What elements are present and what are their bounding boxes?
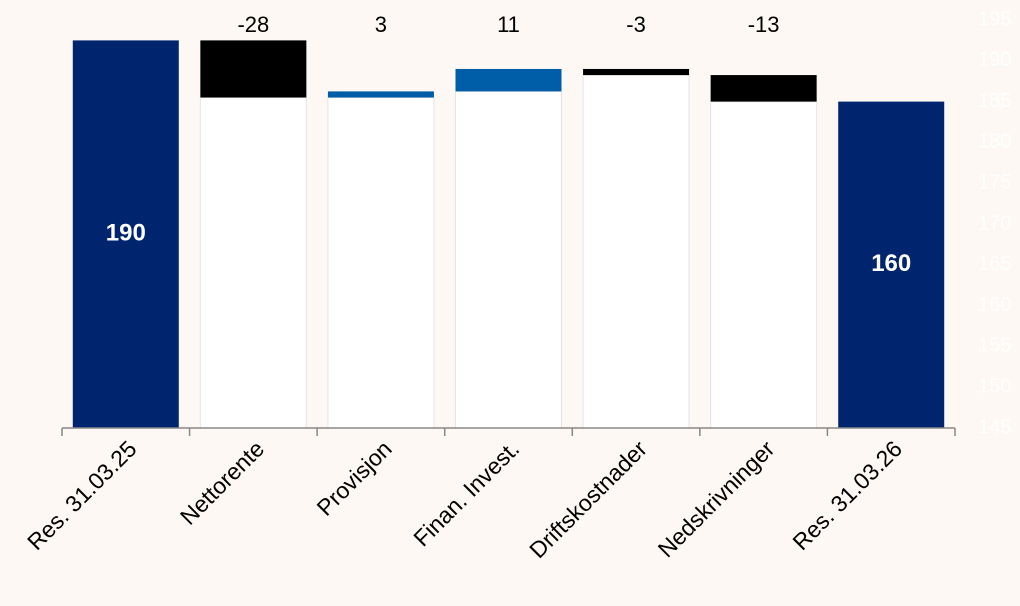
x-tick-label: Nedskrivninger xyxy=(653,435,780,562)
bar xyxy=(327,91,434,98)
y2-tick-label: 170 xyxy=(978,212,1011,234)
x-tick-label: Driftskostnader xyxy=(524,435,652,563)
base-bar xyxy=(199,97,307,429)
base-bar xyxy=(710,101,818,429)
bar xyxy=(710,75,817,102)
x-tick-label: Nettorente xyxy=(175,435,269,529)
x-tick-label: Provisjon xyxy=(311,435,396,520)
bar xyxy=(838,101,945,428)
data-label: 160 xyxy=(871,250,911,277)
y2-tick-label: 195 xyxy=(978,8,1011,30)
base-bar xyxy=(327,97,435,429)
x-tick-label: Res. 31.03.25 xyxy=(22,435,142,555)
bar xyxy=(455,68,562,92)
x-tick-label: Res. 31.03.26 xyxy=(787,435,907,555)
bar xyxy=(200,40,307,98)
data-label: 11 xyxy=(497,12,520,37)
bar xyxy=(72,40,179,429)
base-bar xyxy=(582,74,690,429)
data-label: -13 xyxy=(748,12,780,37)
y2-tick-label: 155 xyxy=(978,335,1011,357)
data-label: -28 xyxy=(237,12,269,37)
data-label: 3 xyxy=(375,12,387,37)
data-label: 190 xyxy=(106,220,146,247)
x-tick-label: Finan. Invest. xyxy=(408,435,524,551)
y2-tick-label: 165 xyxy=(978,253,1011,275)
y2-tick-label: 150 xyxy=(978,375,1011,397)
y2-tick-label: 190 xyxy=(978,49,1011,71)
y2-tick-label: 160 xyxy=(978,294,1011,316)
y2-tick-label: 185 xyxy=(978,90,1011,112)
y2-tick-label: 145 xyxy=(978,416,1011,438)
bar xyxy=(583,68,690,76)
base-bar xyxy=(455,90,562,429)
data-label: -3 xyxy=(626,12,646,37)
y2-tick-label: 180 xyxy=(978,131,1011,153)
y2-tick-label: 175 xyxy=(978,171,1011,193)
